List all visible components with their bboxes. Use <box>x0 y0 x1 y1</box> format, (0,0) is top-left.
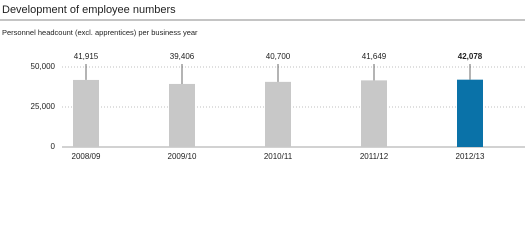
bar <box>73 79 99 147</box>
value-label: 42,078 <box>458 52 483 61</box>
bar <box>361 80 387 147</box>
value-label: 39,406 <box>170 52 195 61</box>
x-tick-label: 2010/11 <box>264 152 293 161</box>
x-tick-label: 2011/12 <box>360 152 389 161</box>
chart: Development of employee numbers Personne… <box>0 4 525 161</box>
value-label: 41,649 <box>362 52 387 61</box>
bar <box>265 81 291 147</box>
x-tick-label: 2009/10 <box>168 152 197 161</box>
bar <box>457 79 483 147</box>
y-tick-label: 25,000 <box>31 102 56 111</box>
value-label: 41,915 <box>74 52 99 61</box>
bar <box>169 83 195 147</box>
y-tick-label: 50,000 <box>31 62 56 71</box>
y-tick-label: 0 <box>51 142 56 151</box>
chart-subtitle: Personnel headcount (excl. apprentices) … <box>2 28 198 37</box>
chart-title: Development of employee numbers <box>2 4 176 16</box>
value-label: 40,700 <box>266 52 291 61</box>
x-tick-label: 2012/13 <box>456 152 485 161</box>
x-tick-label: 2008/09 <box>72 152 101 161</box>
